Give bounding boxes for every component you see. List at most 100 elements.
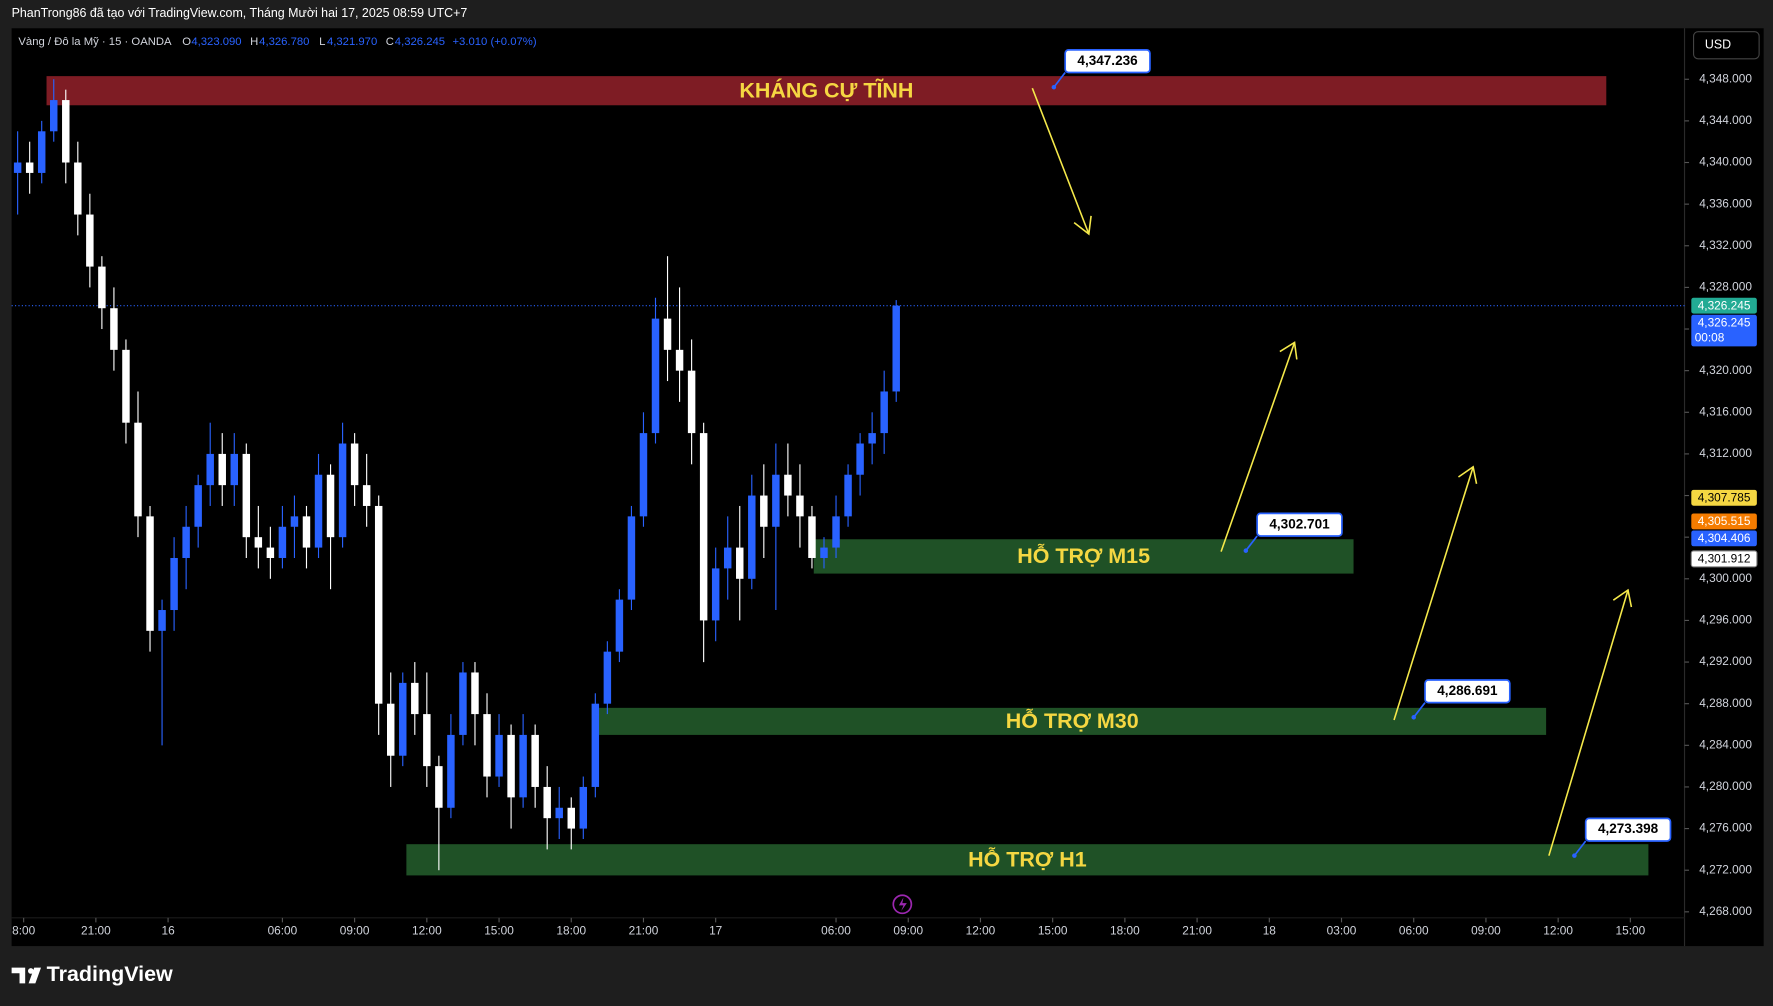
candle-body <box>699 433 708 621</box>
candle-body <box>591 703 600 787</box>
arrow-head <box>1612 588 1633 608</box>
arrow-line <box>1548 589 1629 856</box>
logo-mark[interactable] <box>11 967 42 984</box>
x-tick-label: 18:00 <box>556 924 586 938</box>
candle-body <box>639 433 648 517</box>
currency-button-box[interactable] <box>1692 31 1760 60</box>
candle-body <box>206 453 214 486</box>
replay-icon[interactable] <box>892 894 913 915</box>
callout-link <box>1573 840 1587 857</box>
x-tick-label: 09:00 <box>1471 924 1501 938</box>
legend-open: 4,323.090 <box>191 36 241 48</box>
x-tick-label: 09:00 <box>340 924 370 938</box>
x-tick-label: 21:00 <box>629 924 659 938</box>
callout-box <box>1256 512 1343 537</box>
y-tick-label: 4,312.000 <box>1699 446 1752 460</box>
candle-body <box>37 131 46 173</box>
zone-label: HỖ TRỢ M30 <box>1006 707 1139 733</box>
candle-body <box>615 599 624 652</box>
symbol: Vàng / Đô la Mỹ · 15 · OANDA <box>18 36 172 48</box>
candle-body <box>723 547 732 569</box>
candle-body <box>820 547 828 558</box>
candle-body <box>314 474 323 548</box>
logo-dot[interactable] <box>28 968 34 974</box>
zone-label: KHÁNG CỰ TĨNH <box>739 78 913 103</box>
x-tick-label: 17 <box>709 924 722 938</box>
zone-label: HỖ TRỢ M15 <box>1017 542 1150 568</box>
candle-body <box>784 474 792 496</box>
candle-body <box>651 318 660 434</box>
y-tick-label: 4,300.000 <box>1699 571 1752 585</box>
callout-label: 4,302.701 <box>1269 516 1330 531</box>
price-marker-label: 4,326.245 <box>1698 315 1751 329</box>
candle-body <box>146 516 154 631</box>
candle-body <box>495 734 503 777</box>
candle-body <box>880 391 888 434</box>
candle-body <box>242 453 251 538</box>
callout-point <box>1411 715 1416 720</box>
candle-body <box>711 568 720 621</box>
candle-body <box>627 516 636 600</box>
candle-body <box>338 443 347 538</box>
legend-l: L <box>319 36 325 48</box>
callout-link <box>1413 702 1426 718</box>
callout-point <box>1572 853 1577 858</box>
candle-body <box>98 266 106 309</box>
footer-logo[interactable]: TradingView <box>11 962 173 986</box>
legend-h: H <box>250 36 258 48</box>
candle-body <box>374 505 383 704</box>
candle-body <box>86 214 94 267</box>
legend-c: C <box>386 36 394 48</box>
y-tick-label: 4,320.000 <box>1699 363 1752 377</box>
y-tick-label: 4,296.000 <box>1699 613 1752 627</box>
price-marker-label: 4,301.912 <box>1698 552 1751 566</box>
x-tick-label: 15:00 <box>1616 924 1646 938</box>
icon-bolt[interactable] <box>898 897 907 912</box>
candle-body <box>687 370 696 434</box>
countdown: 00:08 <box>1695 331 1725 345</box>
candle-body <box>748 495 756 579</box>
x-tick-label: 12:00 <box>1543 924 1573 938</box>
candle-body <box>182 526 190 558</box>
brand[interactable]: TradingView <box>47 962 173 986</box>
candle-body <box>266 547 275 558</box>
candle-body <box>170 557 178 611</box>
candle-body <box>423 714 431 767</box>
callout-label: 4,273.398 <box>1598 821 1659 836</box>
candle-body <box>230 453 239 486</box>
candle-body <box>507 734 515 798</box>
callout-label: 4,347.236 <box>1077 53 1138 68</box>
attribution: PhanTrong86 đã tạo với TradingView.com, … <box>12 6 468 20</box>
x-tick-label: 03:00 <box>1327 924 1357 938</box>
candle-body <box>194 485 202 527</box>
x-tick-label: 18 <box>1263 924 1277 938</box>
arrow-line <box>1393 466 1474 721</box>
currency-label[interactable]: USD <box>1705 37 1731 51</box>
candle-body <box>603 651 612 704</box>
candle-body <box>663 318 672 350</box>
y-tick-label: 4,348.000 <box>1699 71 1752 85</box>
currency-button[interactable]: USD <box>1692 31 1760 60</box>
legend-o: O <box>182 36 191 48</box>
x-tick-label: 12:00 <box>412 924 442 938</box>
callout-box <box>1584 817 1672 842</box>
y-tick-label: 4,280.000 <box>1699 779 1752 793</box>
candle-body <box>471 672 479 715</box>
candle-body <box>796 495 804 517</box>
arrow-line <box>1220 342 1296 552</box>
callout-box <box>1064 49 1151 74</box>
y-tick-label: 4,336.000 <box>1699 196 1752 210</box>
x-tick-label: 21:00 <box>1182 924 1212 938</box>
price-marker <box>1691 489 1757 506</box>
candle-body <box>808 516 816 558</box>
candle-body <box>555 807 563 819</box>
candle-body <box>326 474 335 538</box>
legend: Vàng / Đô la Mỹ · 15 · OANDA O 4,323.090… <box>18 36 536 48</box>
candle-body <box>254 537 263 548</box>
candle-body <box>832 516 840 548</box>
candle-body <box>760 495 768 527</box>
icon-circle[interactable] <box>892 894 913 915</box>
y-tick-label: 4,284.000 <box>1699 737 1752 751</box>
